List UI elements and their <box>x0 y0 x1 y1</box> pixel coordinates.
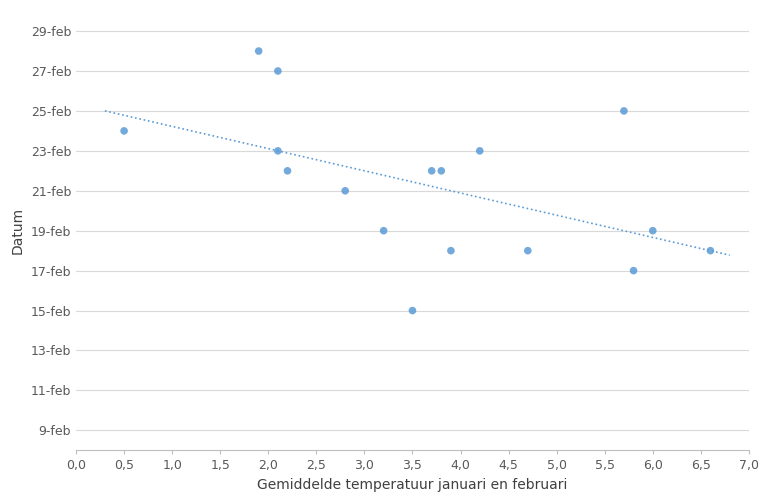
Point <box>272 147 284 155</box>
Point <box>281 167 293 175</box>
Point <box>618 107 630 115</box>
Point <box>445 246 457 255</box>
Point <box>705 246 717 255</box>
Point <box>521 246 534 255</box>
Point <box>628 267 640 275</box>
Y-axis label: Datum: Datum <box>11 207 25 255</box>
Point <box>253 47 265 55</box>
Point <box>435 167 447 175</box>
X-axis label: Gemiddelde temperatuur januari en februari: Gemiddelde temperatuur januari en februa… <box>257 478 567 492</box>
Point <box>339 187 351 195</box>
Point <box>647 227 659 235</box>
Point <box>272 67 284 75</box>
Point <box>474 147 486 155</box>
Point <box>118 127 130 135</box>
Point <box>377 227 390 235</box>
Point <box>426 167 438 175</box>
Point <box>407 306 419 314</box>
